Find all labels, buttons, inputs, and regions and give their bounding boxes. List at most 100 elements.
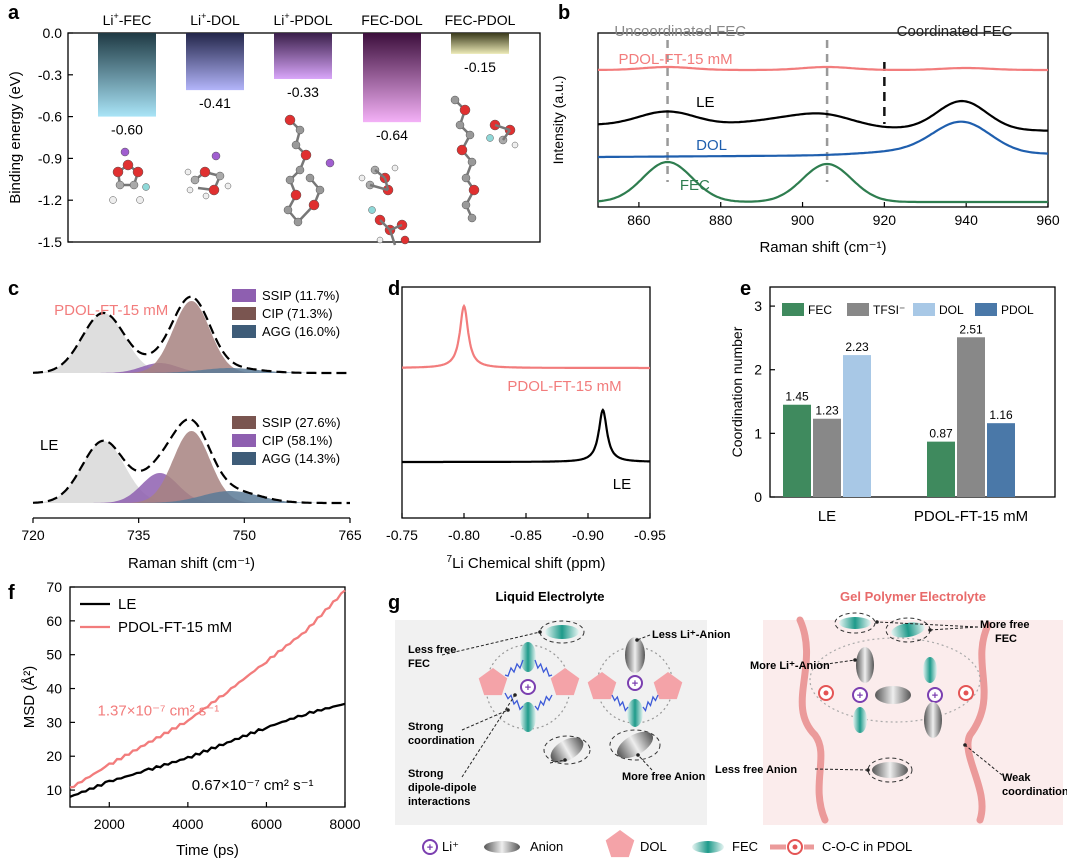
legend-coc-dot bbox=[792, 844, 798, 850]
y-tick-label: -0.9 bbox=[38, 150, 62, 166]
y-tick-label: 1 bbox=[754, 425, 762, 441]
fit-component bbox=[33, 441, 350, 503]
atom bbox=[122, 159, 134, 171]
bar-value-label: 1.23 bbox=[815, 404, 839, 418]
atom bbox=[136, 196, 144, 204]
atom bbox=[376, 236, 384, 244]
atom bbox=[315, 185, 325, 195]
legend-anion-label: Anion bbox=[530, 839, 563, 854]
label-strong-2: Strong bbox=[408, 768, 443, 780]
legend-dol-icon bbox=[605, 830, 635, 858]
label-dipole: dipole-dipole bbox=[408, 782, 476, 794]
atom bbox=[190, 175, 200, 185]
fec-shape bbox=[891, 622, 925, 638]
solvation-shell bbox=[809, 637, 981, 723]
pointer-arrow bbox=[964, 744, 1003, 776]
atom bbox=[284, 114, 296, 126]
category-label: FEC-DOL bbox=[361, 12, 423, 28]
legend-label-pdol: PDOL-FT-15 mM bbox=[507, 378, 621, 395]
anion-shape bbox=[856, 647, 874, 683]
legend-label: DOL bbox=[939, 303, 964, 317]
y-tick-label: 50 bbox=[46, 647, 62, 663]
x-axis-label: Raman shift (cm⁻¹) bbox=[128, 555, 255, 572]
x-tick-label: 8000 bbox=[329, 816, 360, 832]
panel-label-e: e bbox=[740, 278, 752, 300]
legend-label: AGG (14.3%) bbox=[262, 451, 340, 466]
series-line bbox=[69, 702, 346, 798]
bar bbox=[957, 337, 985, 497]
x-axis-label: 7Li Chemical shift (ppm) bbox=[447, 554, 606, 572]
x-tick-label: 6000 bbox=[251, 816, 282, 832]
arrow-head bbox=[853, 658, 857, 662]
legend-label: CIP (71.3%) bbox=[262, 306, 333, 321]
atom bbox=[208, 184, 220, 196]
panel-label-f: f bbox=[8, 582, 15, 604]
fit-component bbox=[33, 491, 350, 503]
annotation-coordinated: Coordinated FEC bbox=[897, 23, 1013, 40]
x-tick-label: 720 bbox=[21, 527, 45, 543]
category-label: Li+-DOL bbox=[190, 11, 240, 28]
pointer-arrow bbox=[636, 634, 651, 641]
dashed-outline bbox=[609, 729, 661, 761]
bond bbox=[369, 183, 389, 192]
fec-shape bbox=[923, 657, 937, 683]
li-ion bbox=[325, 158, 335, 168]
fec-shape bbox=[520, 702, 536, 732]
y-tick-label: 30 bbox=[46, 714, 62, 730]
category-label: FEC-PDOL bbox=[445, 12, 516, 28]
atom bbox=[459, 104, 471, 116]
series-line bbox=[402, 303, 650, 370]
dipole-wave bbox=[611, 694, 629, 712]
label-more-free: More free bbox=[980, 619, 1030, 631]
bar bbox=[927, 441, 955, 497]
li-plus-sign: + bbox=[857, 690, 863, 702]
atom bbox=[486, 134, 494, 142]
dol-pentagon bbox=[550, 668, 580, 696]
legend-li-label: Li⁺ bbox=[442, 839, 459, 854]
li-ion bbox=[120, 147, 130, 157]
bar bbox=[274, 33, 332, 79]
fec-shape bbox=[692, 841, 724, 853]
atom bbox=[468, 184, 480, 196]
envelope-dashed-line bbox=[32, 295, 350, 375]
chart-c-raman-fit: 720 735 750 765 Raman shift (cm⁻¹) PDOL-FT-15… bbox=[21, 288, 362, 572]
panel-label-g: g bbox=[388, 592, 401, 614]
y-tick-label: 3 bbox=[754, 298, 762, 314]
li-ion-icon bbox=[852, 687, 868, 703]
li-ion-icon bbox=[927, 687, 943, 703]
fec-shape bbox=[545, 625, 579, 639]
series-label-pdol: PDOL-FT-15 mM bbox=[54, 302, 168, 319]
annotation-uncoordinated: Uncoordinated FEC bbox=[614, 23, 746, 40]
panel-label-c: c bbox=[8, 278, 20, 300]
y-axis-label: Coordination number bbox=[729, 326, 745, 457]
bar-value-label: -0.33 bbox=[287, 84, 319, 100]
atom bbox=[115, 180, 125, 190]
legend-swatch bbox=[232, 289, 256, 302]
fec-shape bbox=[627, 699, 643, 727]
atom bbox=[456, 144, 468, 156]
anion-shape bbox=[924, 702, 942, 738]
dashed-outline bbox=[543, 735, 591, 765]
label-strong: Strong bbox=[408, 721, 443, 733]
li-ion-icon bbox=[627, 675, 643, 691]
dol-pentagon bbox=[478, 668, 508, 696]
li-plus-sign: + bbox=[632, 678, 638, 690]
label-less-free: Less free bbox=[408, 644, 456, 656]
legend-coc-label: C-O-C in PDOL bbox=[822, 839, 912, 854]
x-tick-label: 750 bbox=[233, 527, 257, 543]
atom bbox=[295, 165, 305, 175]
pointer-arrow bbox=[819, 659, 856, 666]
legend-swatch bbox=[232, 307, 256, 320]
li-plus-sign: + bbox=[525, 682, 531, 694]
atom bbox=[291, 140, 301, 150]
panel-label-d: d bbox=[388, 278, 401, 300]
arrow-head bbox=[866, 768, 870, 772]
y-tick-label: -1.5 bbox=[38, 234, 62, 250]
x-tick-label: 735 bbox=[127, 527, 151, 543]
label-coordination-weak: coordination bbox=[1002, 786, 1067, 798]
label-less-li-anion: Less Li⁺-Anion bbox=[652, 629, 731, 641]
plot-frame bbox=[769, 286, 1056, 498]
series-line-dol bbox=[598, 120, 1049, 159]
pdol-chain-left bbox=[796, 616, 829, 824]
pointer-arrow bbox=[876, 621, 979, 628]
